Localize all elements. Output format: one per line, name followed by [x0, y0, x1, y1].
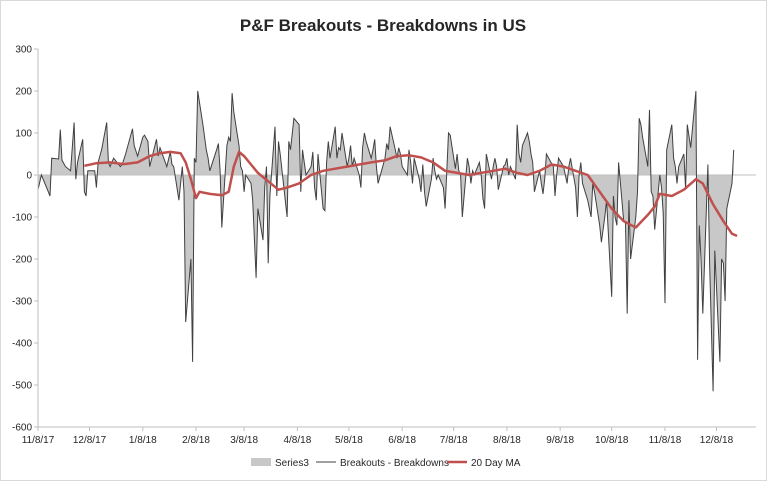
legend-label: Breakouts - Breakdowns: [340, 458, 449, 469]
x-tick-label: 12/8/17: [73, 435, 107, 446]
x-tick-label: 11/8/18: [649, 435, 682, 446]
moving-average-line: [84, 150, 738, 238]
plot-area: [37, 90, 756, 392]
y-tick-label: 100: [15, 129, 32, 140]
x-tick-label: 9/8/18: [546, 435, 574, 446]
x-tick-label: 5/8/18: [335, 435, 363, 446]
area-series3: [38, 91, 734, 392]
y-tick-label: 0: [26, 171, 32, 182]
legend: Series3 Breakouts - Breakdowns 20 Day MA: [251, 458, 521, 469]
y-tick-label: -100: [12, 213, 32, 224]
axes: 3002001000-100-200-300-400-500-60011/8/1…: [12, 45, 756, 446]
x-tick-label: 4/8/18: [283, 435, 311, 446]
y-tick-label: -500: [12, 381, 32, 392]
legend-label: Series3: [275, 458, 309, 469]
y-tick-label: 300: [15, 45, 32, 56]
x-tick-label: 6/8/18: [388, 435, 416, 446]
y-tick-label: -600: [12, 423, 32, 434]
x-tick-label: 8/8/18: [493, 435, 521, 446]
y-tick-label: 200: [15, 87, 32, 98]
x-tick-label: 7/8/18: [440, 435, 468, 446]
x-tick-label: 12/8/18: [700, 435, 734, 446]
breakouts-breakdowns-line: [37, 90, 735, 392]
x-tick-label: 10/8/18: [595, 435, 629, 446]
chart-title: P&F Breakouts - Breakdowns in US: [240, 16, 526, 35]
legend-swatch-series3: [251, 458, 271, 466]
legend-label: 20 Day MA: [471, 458, 521, 469]
x-tick-label: 1/8/18: [129, 435, 157, 446]
y-tick-label: -300: [12, 297, 32, 308]
x-tick-label: 2/8/18: [182, 435, 210, 446]
y-tick-label: -200: [12, 255, 32, 266]
y-tick-label: -400: [12, 339, 32, 350]
x-tick-label: 11/8/17: [22, 435, 55, 446]
x-tick-label: 3/8/18: [230, 435, 258, 446]
